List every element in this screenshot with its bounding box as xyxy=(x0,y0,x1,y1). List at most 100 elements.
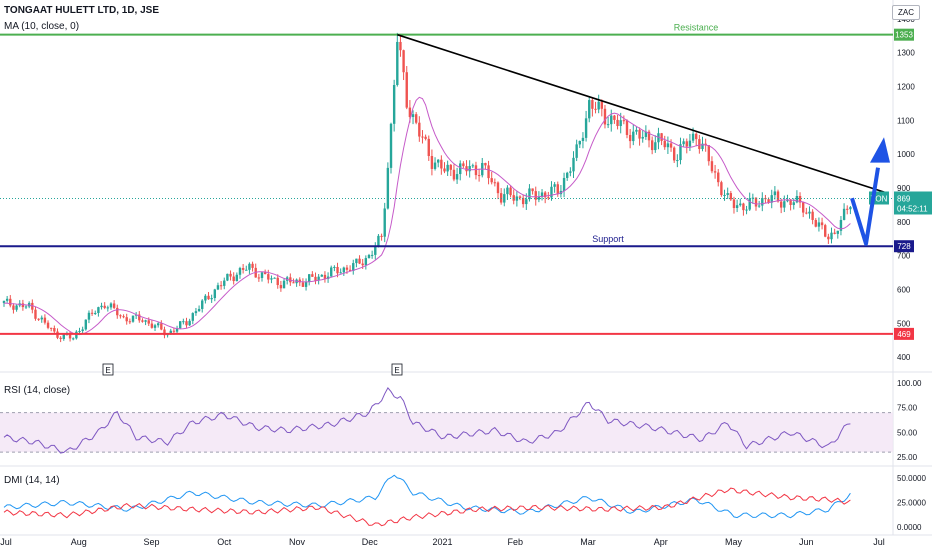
candle-body xyxy=(735,205,739,208)
candle-body xyxy=(798,195,802,203)
candle-body xyxy=(666,143,670,148)
ma-indicator-label[interactable]: MA (10, close, 0) xyxy=(4,21,80,32)
ma-line xyxy=(3,96,851,336)
candle-body xyxy=(109,303,113,308)
candle-body xyxy=(9,298,12,306)
candle-body xyxy=(188,320,191,326)
earnings-marker[interactable] xyxy=(102,363,114,376)
candle-body xyxy=(103,305,106,308)
candle-body xyxy=(723,194,726,196)
price-tick-label: 1000 xyxy=(897,150,915,159)
candle-body xyxy=(449,164,452,170)
candle-body xyxy=(78,330,81,332)
candle-body xyxy=(638,129,641,139)
candle-body xyxy=(713,171,717,173)
candle-body xyxy=(260,272,264,278)
candle-body xyxy=(459,163,462,175)
forecast-arrow[interactable] xyxy=(850,167,880,246)
candle-body xyxy=(34,309,37,319)
candle-body xyxy=(720,182,723,196)
candle-body xyxy=(97,307,100,313)
candle-body xyxy=(465,166,468,172)
candle-body xyxy=(207,295,210,300)
candle-body xyxy=(2,300,6,304)
rsi-line xyxy=(3,387,851,454)
candle-body xyxy=(339,272,342,274)
candle-body xyxy=(248,263,251,270)
candle-body xyxy=(370,254,374,256)
candle-body xyxy=(81,329,84,331)
dmi-indicator-label[interactable]: DMI (14, 14) xyxy=(4,475,60,486)
candle-body xyxy=(37,318,40,320)
candle-body xyxy=(757,205,761,207)
candle-body xyxy=(402,50,405,73)
candle-body xyxy=(138,314,141,321)
candle-body xyxy=(628,134,632,142)
candle-body xyxy=(748,198,751,210)
candle-body xyxy=(358,258,361,264)
candle-body xyxy=(355,258,358,264)
candle-body xyxy=(553,184,556,187)
price-tick-label: 1200 xyxy=(897,82,915,91)
earnings-marker[interactable] xyxy=(391,363,403,376)
candle-body xyxy=(562,177,566,191)
candle-body xyxy=(90,312,94,314)
candle-body xyxy=(805,212,808,214)
price-tick-label: 400 xyxy=(897,353,911,362)
candle-body xyxy=(301,282,305,287)
candle-body xyxy=(531,188,534,192)
time-tick-label: Jul xyxy=(0,537,12,547)
level-price-label: 469 xyxy=(897,330,911,339)
price-tick-label: 500 xyxy=(897,319,911,328)
candle-body xyxy=(62,334,65,339)
candle-body xyxy=(739,203,742,206)
candle-body xyxy=(754,197,758,207)
candle-body xyxy=(660,133,663,141)
dmi-tick-label: 50.0000 xyxy=(897,474,926,483)
candle-body xyxy=(216,285,220,290)
rsi-indicator-label[interactable]: RSI (14, close) xyxy=(4,385,71,396)
candle-body xyxy=(414,114,418,123)
time-tick-label: Sep xyxy=(143,537,159,547)
candle-body xyxy=(591,100,594,109)
candle-body xyxy=(241,268,245,270)
candle-body xyxy=(5,298,9,301)
candle-body xyxy=(569,171,572,173)
candle-body xyxy=(801,202,805,213)
candle-body xyxy=(452,169,456,180)
candle-body xyxy=(418,122,421,137)
candle-body xyxy=(179,321,182,329)
candle-body xyxy=(213,289,217,299)
price-tick-label: 900 xyxy=(897,184,911,193)
candle-body xyxy=(600,101,604,109)
candle-body xyxy=(292,282,295,284)
candle-body xyxy=(411,114,415,117)
candle-body xyxy=(496,182,500,194)
candle-body xyxy=(594,108,597,110)
candle-body xyxy=(377,235,380,247)
candle-body xyxy=(484,162,487,166)
trendline[interactable] xyxy=(397,33,886,194)
time-tick-label: Nov xyxy=(289,537,306,547)
candle-body xyxy=(842,208,846,220)
candle-body xyxy=(153,325,157,328)
last-price-value: 869 xyxy=(897,194,911,203)
candle-body xyxy=(43,317,47,323)
candle-body xyxy=(201,300,204,309)
candle-body xyxy=(836,230,840,234)
candle-body xyxy=(342,267,346,273)
candle-body xyxy=(257,277,261,279)
candle-body xyxy=(490,178,493,183)
level-name-label: Support xyxy=(592,234,624,244)
candle-body xyxy=(317,276,320,281)
candle-body xyxy=(424,136,427,139)
currency-badge[interactable]: ZAC xyxy=(892,5,920,20)
rsi-tick-label: 25.00 xyxy=(897,453,918,462)
symbol-title[interactable]: TONGAAT HULETT LTD, 1D, JSE xyxy=(4,5,160,16)
candle-body xyxy=(40,317,43,320)
candle-body xyxy=(235,274,239,282)
candle-body xyxy=(547,197,550,199)
candle-body xyxy=(147,320,150,324)
candle-body xyxy=(622,120,626,122)
